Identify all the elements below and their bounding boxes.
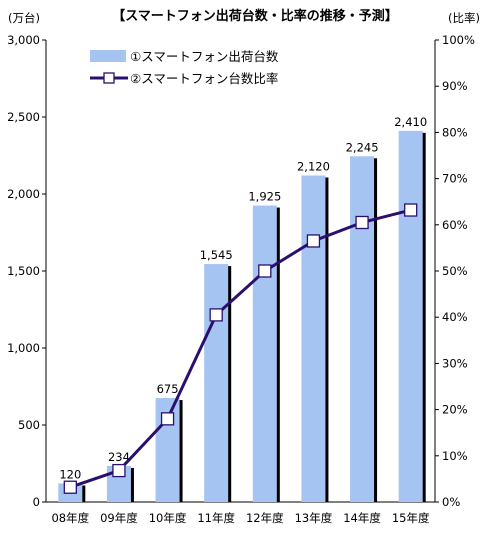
x-tick-label: 08年度 [51,511,89,525]
x-tick-label: 11年度 [197,511,235,525]
bar-value-label: 2,120 [297,160,330,174]
right-tick-label: 30% [442,356,468,370]
bar-value-label: 2,410 [394,115,427,129]
right-tick-label: 20% [442,403,468,417]
ratio-point [160,412,175,426]
bar [398,130,423,503]
right-tick-label: 10% [442,449,468,463]
legend: ①スマートフォン出荷台数 ②スマートフォン台数比率 [90,49,279,86]
right-axis-unit: (比率) [448,11,480,25]
left-tick-label: 1,000 [7,341,40,355]
legend-line-marker [103,72,115,84]
bar [204,264,229,502]
right-tick-label: 0% [442,495,460,509]
x-tick-label: 13年度 [295,511,333,525]
bar-value-label: 1,925 [248,190,281,204]
x-tick-label: 10年度 [149,511,187,525]
left-tick-label: 500 [18,418,40,432]
chart-title: 【スマートフォン出荷台数・比率の推移・予測】 [112,8,398,24]
bar-value-label: 120 [59,468,81,482]
right-tick-label: 60% [442,218,468,232]
right-tick-label: 40% [442,310,468,324]
x-tick-label: 09年度 [100,511,138,525]
bar-value-label: 2,245 [346,140,379,154]
left-axis-unit: (万台) [8,11,40,25]
ratio-point [63,480,77,494]
right-tick-label: 80% [442,125,468,139]
ratio-point [355,215,369,230]
legend-bar-label: ①スマートフォン出荷台数 [130,49,279,64]
right-tick-label: 100% [442,33,475,47]
ratio-point [306,234,321,248]
bar [350,156,375,502]
x-tick-label: 15年度 [392,511,430,525]
left-tick-label: 2,000 [7,187,40,201]
bar [252,205,277,503]
right-tick-label: 70% [442,172,468,186]
bar-value-label: 234 [108,450,130,464]
ratio-line [69,208,412,489]
ratio-point [258,264,272,278]
left-tick-label: 0 [33,495,40,509]
legend-line-label: ②スマートフォン台数比率 [130,71,278,86]
left-tick-label: 1,500 [7,264,40,278]
ratio-point [209,308,223,322]
legend-bar-swatch [90,50,126,62]
bar-value-label: 1,545 [200,248,233,262]
bar-value-label: 675 [157,382,179,396]
right-tick-label: 90% [442,79,468,93]
ratio-point [404,203,418,217]
ratio-point [112,463,126,478]
bar [301,175,326,502]
left-tick-label: 2,500 [7,110,40,124]
x-tick-label: 12年度 [246,511,284,525]
right-tick-label: 50% [442,264,468,278]
plot-area: 0 500 1,000 1,500 2,000 2,500 3,000 0% 10% 20% 30%… [7,33,475,525]
x-tick-label: 14年度 [343,511,381,525]
left-tick-label: 3,000 [7,33,40,47]
